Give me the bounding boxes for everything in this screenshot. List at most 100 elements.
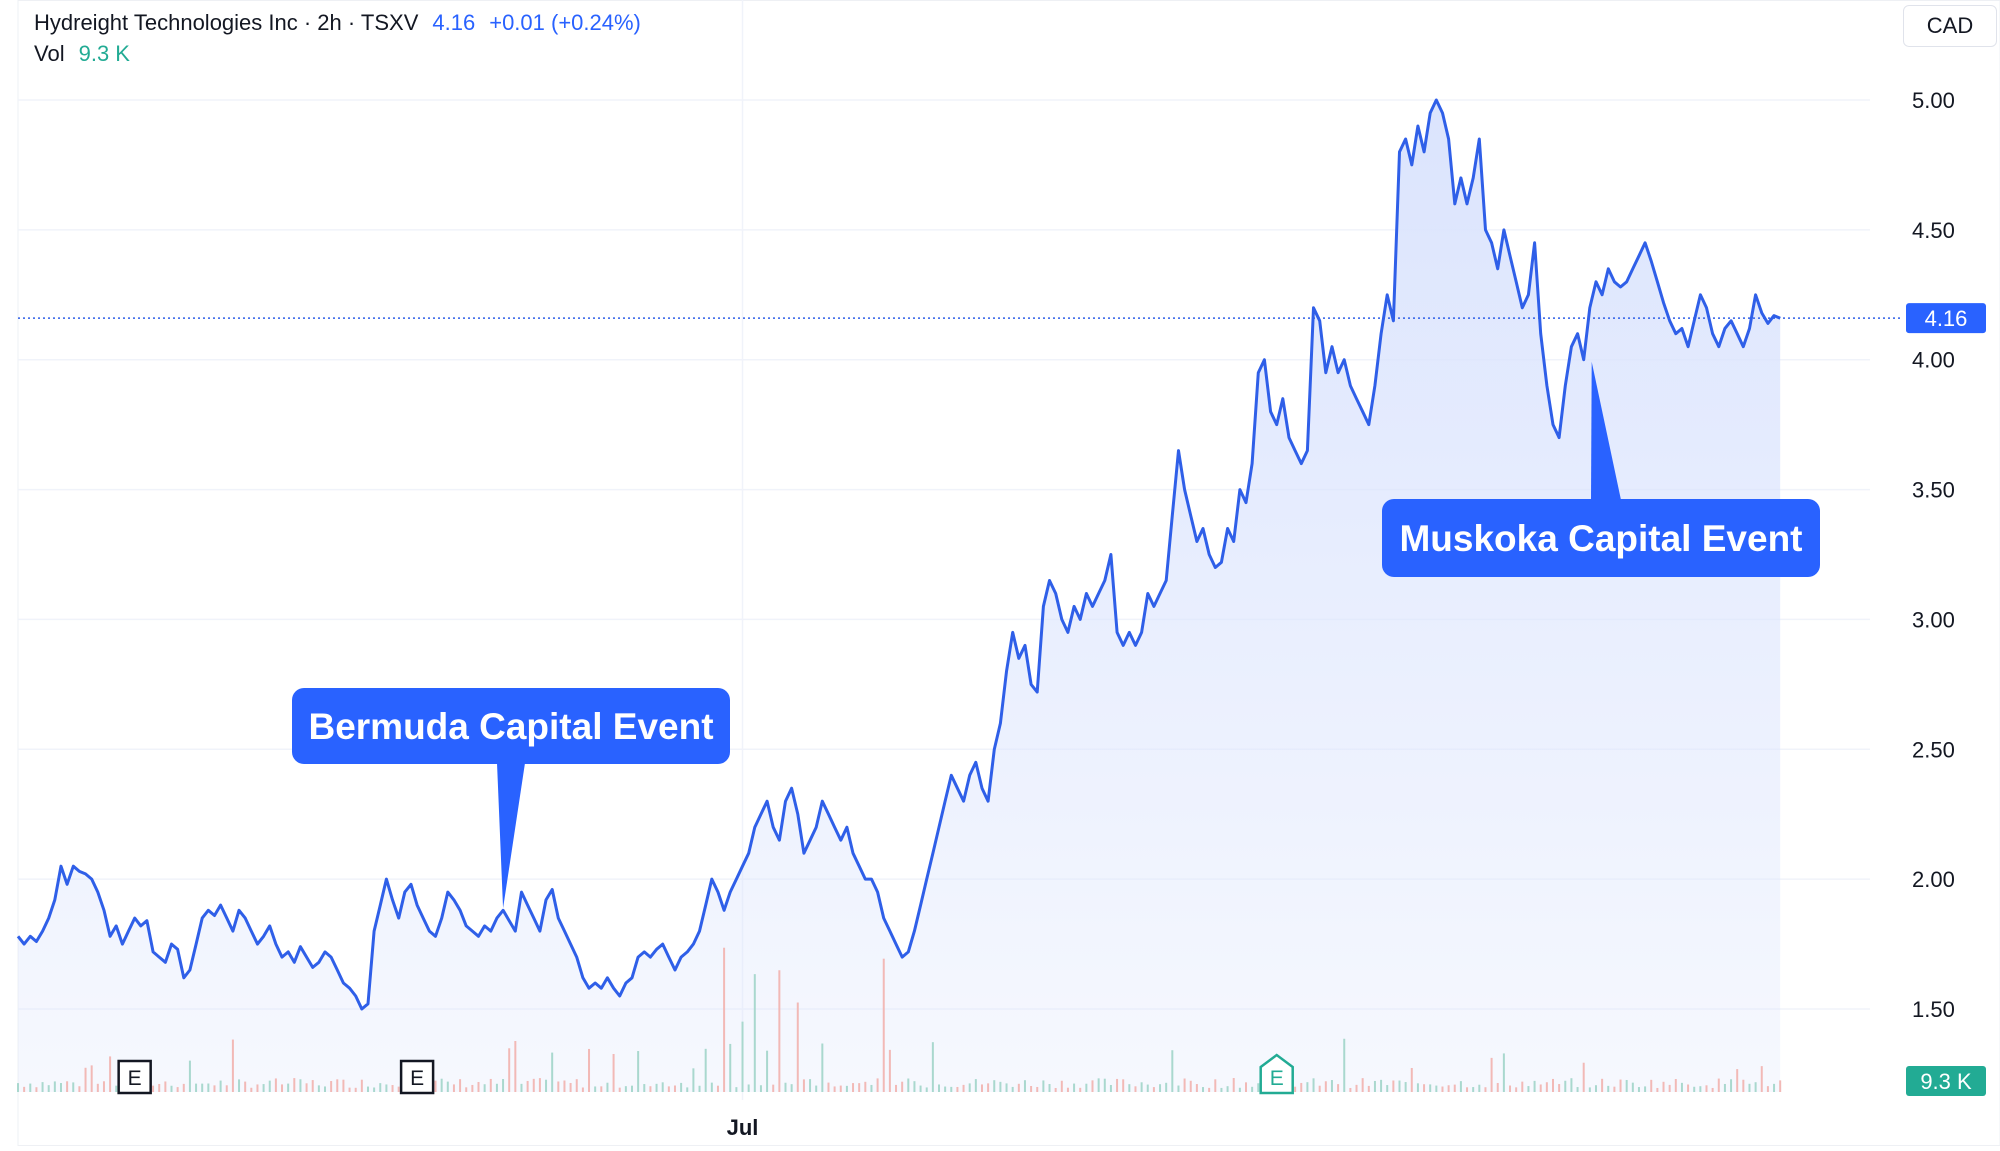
volume-bar bbox=[53, 1081, 56, 1092]
volume-bar bbox=[195, 1083, 198, 1092]
volume-bar bbox=[330, 1081, 333, 1092]
volume-bar bbox=[667, 1086, 670, 1092]
volume-bar bbox=[618, 1087, 621, 1092]
y-tick-label: 4.00 bbox=[1912, 348, 1955, 373]
volume-bar bbox=[723, 947, 726, 1092]
callout-box[interactable] bbox=[1382, 499, 1820, 577]
volume-bar bbox=[631, 1085, 633, 1092]
volume-bar bbox=[1766, 1086, 1769, 1092]
volume-bar bbox=[563, 1080, 566, 1092]
volume-bar bbox=[950, 1086, 953, 1092]
volume-bar bbox=[397, 1086, 400, 1092]
volume-bar bbox=[1484, 1087, 1487, 1092]
volume-bar bbox=[90, 1065, 93, 1092]
volume-bar bbox=[84, 1067, 87, 1092]
volume-bar bbox=[324, 1086, 326, 1092]
volume-bar bbox=[569, 1082, 572, 1092]
volume-bar bbox=[588, 1048, 591, 1092]
volume-bar bbox=[1453, 1084, 1456, 1092]
volume-bar bbox=[673, 1085, 676, 1092]
volume-bar bbox=[1558, 1084, 1561, 1092]
volume-bar bbox=[839, 1085, 842, 1092]
volume-bar bbox=[1662, 1081, 1665, 1092]
volume-bar bbox=[1736, 1069, 1739, 1092]
volume-header: Vol 9.3 K bbox=[34, 41, 136, 67]
volume-bar bbox=[1674, 1078, 1677, 1092]
earnings-icon[interactable] bbox=[117, 1059, 152, 1095]
volume-bar bbox=[1435, 1085, 1438, 1092]
volume-bar bbox=[379, 1083, 382, 1092]
volume-bar bbox=[1582, 1062, 1585, 1092]
volume-bar bbox=[23, 1086, 26, 1092]
volume-bar bbox=[643, 1084, 646, 1092]
volume-bar bbox=[1373, 1080, 1376, 1092]
volume-bar bbox=[1116, 1078, 1119, 1092]
volume-bar bbox=[78, 1086, 81, 1092]
volume-bar bbox=[1257, 1083, 1260, 1092]
earnings-marker-label: E bbox=[128, 1067, 142, 1090]
volume-bar bbox=[305, 1083, 308, 1092]
volume-bar bbox=[1594, 1085, 1597, 1092]
callout-label: Bermuda Capital Event bbox=[308, 706, 713, 747]
volume-bar bbox=[1386, 1085, 1389, 1092]
price-line[interactable] bbox=[16, 98, 1781, 1011]
volume-bar bbox=[1392, 1080, 1395, 1092]
volume-bar bbox=[188, 1060, 191, 1092]
earnings-icon[interactable] bbox=[399, 1059, 435, 1095]
volume-bar bbox=[268, 1080, 271, 1092]
current-price-label: 4.16 bbox=[1925, 306, 1968, 331]
earnings-marker-label: E bbox=[410, 1067, 424, 1090]
volume-bar bbox=[250, 1087, 253, 1092]
y-tick-label: 4.50 bbox=[1912, 218, 1955, 243]
volume-bar bbox=[1238, 1087, 1241, 1092]
volume-bar bbox=[1650, 1079, 1653, 1092]
volume-bar bbox=[1226, 1086, 1229, 1092]
volume-bar bbox=[514, 1040, 517, 1092]
volume-bar bbox=[1337, 1084, 1340, 1092]
volume-bar bbox=[1048, 1084, 1051, 1092]
volume-badge-label: 9.3 K bbox=[1920, 1069, 1972, 1094]
volume-bar bbox=[446, 1081, 449, 1092]
volume-bar bbox=[41, 1082, 44, 1092]
volume-bar bbox=[778, 970, 781, 1092]
currency-button[interactable]: CAD bbox=[1903, 5, 1997, 47]
volume-bar bbox=[1539, 1084, 1542, 1092]
callout-box[interactable] bbox=[292, 688, 730, 764]
volume-bar bbox=[115, 1085, 118, 1092]
volume-bar bbox=[852, 1083, 855, 1092]
volume-bar bbox=[182, 1083, 185, 1092]
earnings-icon[interactable] bbox=[1259, 1053, 1294, 1095]
volume-bar bbox=[1644, 1086, 1647, 1092]
volume-bar bbox=[913, 1081, 916, 1092]
volume-bar bbox=[1607, 1085, 1610, 1092]
earnings-marker-label: E bbox=[1270, 1067, 1284, 1090]
volume-bar bbox=[274, 1078, 277, 1092]
volume-bar bbox=[1742, 1079, 1745, 1092]
volume-bar bbox=[538, 1078, 541, 1092]
volume-bar bbox=[225, 1085, 228, 1092]
volume-bar bbox=[1005, 1083, 1008, 1092]
volume-bar bbox=[1601, 1078, 1604, 1092]
volume-bar bbox=[594, 1086, 597, 1092]
volume-bar bbox=[1637, 1087, 1640, 1092]
callout-pointer bbox=[1591, 361, 1621, 500]
volume-bar bbox=[1109, 1084, 1112, 1092]
volume-bar bbox=[459, 1079, 462, 1092]
volume-bar bbox=[1232, 1078, 1235, 1092]
volume-bar bbox=[1423, 1084, 1426, 1092]
volume-bar bbox=[1195, 1084, 1198, 1092]
volume-bar bbox=[1060, 1080, 1063, 1092]
volume-bar bbox=[1472, 1087, 1475, 1092]
callout-pointer bbox=[497, 763, 525, 909]
volume-bar bbox=[655, 1083, 658, 1092]
volume-bar bbox=[102, 1081, 105, 1092]
volume-bar bbox=[1404, 1082, 1407, 1092]
volume-bar bbox=[999, 1081, 1002, 1092]
volume-bar bbox=[575, 1079, 578, 1092]
volume-bar bbox=[870, 1084, 873, 1092]
volume-bar bbox=[1754, 1082, 1757, 1092]
volume-bar bbox=[680, 1082, 683, 1092]
volume-bar bbox=[152, 1085, 155, 1092]
volume-bar bbox=[1073, 1083, 1076, 1092]
